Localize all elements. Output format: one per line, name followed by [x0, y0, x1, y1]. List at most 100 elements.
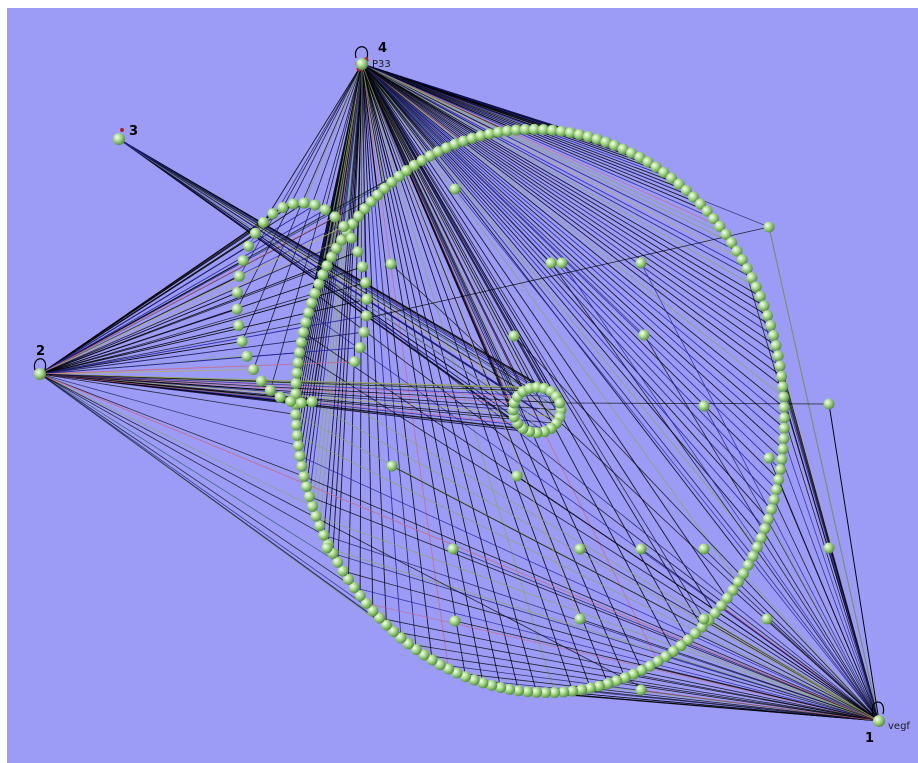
graph-node[interactable]	[285, 395, 297, 407]
graph-node[interactable]	[545, 257, 557, 269]
graph-node[interactable]	[410, 644, 422, 656]
graph-node[interactable]	[720, 228, 732, 240]
graph-node[interactable]	[330, 242, 342, 254]
graph-node[interactable]	[353, 210, 365, 222]
graph-node[interactable]	[432, 146, 444, 158]
graph-node[interactable]	[287, 198, 299, 210]
graph-node[interactable]	[680, 184, 692, 196]
graph-node[interactable]	[231, 303, 243, 315]
graph-node[interactable]	[773, 474, 785, 486]
graph-node[interactable]	[321, 260, 333, 272]
graph-node[interactable]	[393, 170, 405, 182]
graph-node[interactable]	[564, 127, 576, 139]
graph-node[interactable]	[402, 638, 414, 650]
graph-node[interactable]	[354, 342, 366, 354]
graph-node[interactable]	[567, 685, 579, 697]
graph-node[interactable]	[314, 520, 326, 532]
graph-node[interactable]	[556, 257, 568, 269]
graph-node[interactable]	[449, 615, 461, 627]
graph-node[interactable]	[449, 183, 461, 195]
graph-node[interactable]	[650, 161, 662, 173]
graph-node[interactable]	[573, 128, 585, 140]
graph-node[interactable]	[236, 335, 248, 347]
graph-node[interactable]	[418, 649, 430, 661]
graph-node[interactable]	[554, 397, 566, 409]
graph-node[interactable]	[636, 664, 648, 676]
graph-node[interactable]	[241, 350, 253, 362]
graph-node[interactable]	[295, 336, 307, 348]
graph-node[interactable]	[318, 529, 330, 541]
hub-node-4[interactable]: 4 P33	[354, 41, 391, 72]
graph-node[interactable]	[698, 400, 710, 412]
graph-node[interactable]	[233, 320, 245, 332]
graph-node[interactable]	[767, 329, 779, 341]
graph-node[interactable]	[329, 211, 341, 223]
graph-node[interactable]	[591, 133, 603, 145]
graph-node[interactable]	[309, 199, 321, 211]
graph-node[interactable]	[360, 597, 372, 609]
graph-node[interactable]	[379, 182, 391, 194]
graph-node[interactable]	[574, 613, 586, 625]
graph-node[interactable]	[772, 350, 784, 362]
graph-node[interactable]	[721, 592, 733, 604]
graph-node[interactable]	[264, 384, 276, 396]
graph-node[interactable]	[762, 513, 774, 525]
graph-node[interactable]	[635, 543, 647, 555]
graph-node[interactable]	[694, 198, 706, 210]
graph-node[interactable]	[638, 329, 650, 341]
graph-node[interactable]	[761, 613, 773, 625]
graph-node[interactable]	[395, 632, 407, 644]
graph-node[interactable]	[296, 460, 308, 472]
graph-node[interactable]	[319, 204, 331, 216]
graph-node[interactable]	[666, 172, 678, 184]
graph-node[interactable]	[301, 481, 313, 493]
graph-node[interactable]	[401, 165, 413, 177]
graph-node[interactable]	[291, 429, 303, 441]
graph-node[interactable]	[291, 367, 303, 379]
graph-node[interactable]	[736, 254, 748, 266]
graph-node[interactable]	[727, 584, 739, 596]
graph-node[interactable]	[249, 227, 261, 239]
graph-node[interactable]	[317, 269, 329, 281]
graph-node[interactable]	[332, 556, 344, 568]
graph-node[interactable]	[336, 234, 348, 246]
graph-node[interactable]	[237, 255, 249, 267]
graph-node[interactable]	[243, 240, 255, 252]
graph-node[interactable]	[294, 347, 306, 359]
graph-node[interactable]	[386, 460, 398, 472]
graph-node[interactable]	[611, 675, 623, 687]
graph-node[interactable]	[297, 326, 309, 338]
graph-node[interactable]	[708, 213, 720, 225]
graph-node[interactable]	[338, 220, 350, 232]
graph-node[interactable]	[628, 668, 640, 680]
graph-node[interactable]	[698, 613, 710, 625]
graph-node[interactable]	[346, 232, 358, 244]
graph-node[interactable]	[451, 667, 463, 679]
graph-node[interactable]	[511, 470, 523, 482]
graph-node[interactable]	[715, 600, 727, 612]
graph-node[interactable]	[290, 409, 302, 421]
graph-node[interactable]	[778, 422, 790, 434]
graph-node[interactable]	[354, 590, 366, 602]
graph-node[interactable]	[770, 340, 782, 352]
graph-node[interactable]	[342, 573, 354, 585]
graph-node[interactable]	[255, 375, 267, 387]
graph-node[interactable]	[546, 124, 558, 136]
hub-node-1[interactable]: 1 vegf	[865, 701, 910, 746]
graph-node[interactable]	[761, 310, 773, 322]
graph-node[interactable]	[660, 651, 672, 663]
graph-node[interactable]	[709, 607, 721, 619]
graph-node[interactable]	[385, 258, 397, 270]
graph-node[interactable]	[777, 443, 789, 455]
graph-node[interactable]	[644, 660, 656, 672]
graph-node[interactable]	[584, 682, 596, 694]
graph-node[interactable]	[495, 682, 507, 694]
graph-node[interactable]	[374, 612, 386, 624]
graph-node[interactable]	[267, 208, 279, 220]
graph-node[interactable]	[313, 278, 325, 290]
graph-node[interactable]	[698, 543, 710, 555]
graph-node[interactable]	[634, 151, 646, 163]
graph-node[interactable]	[443, 663, 455, 675]
graph-node[interactable]	[508, 330, 520, 342]
graph-node[interactable]	[492, 126, 504, 138]
